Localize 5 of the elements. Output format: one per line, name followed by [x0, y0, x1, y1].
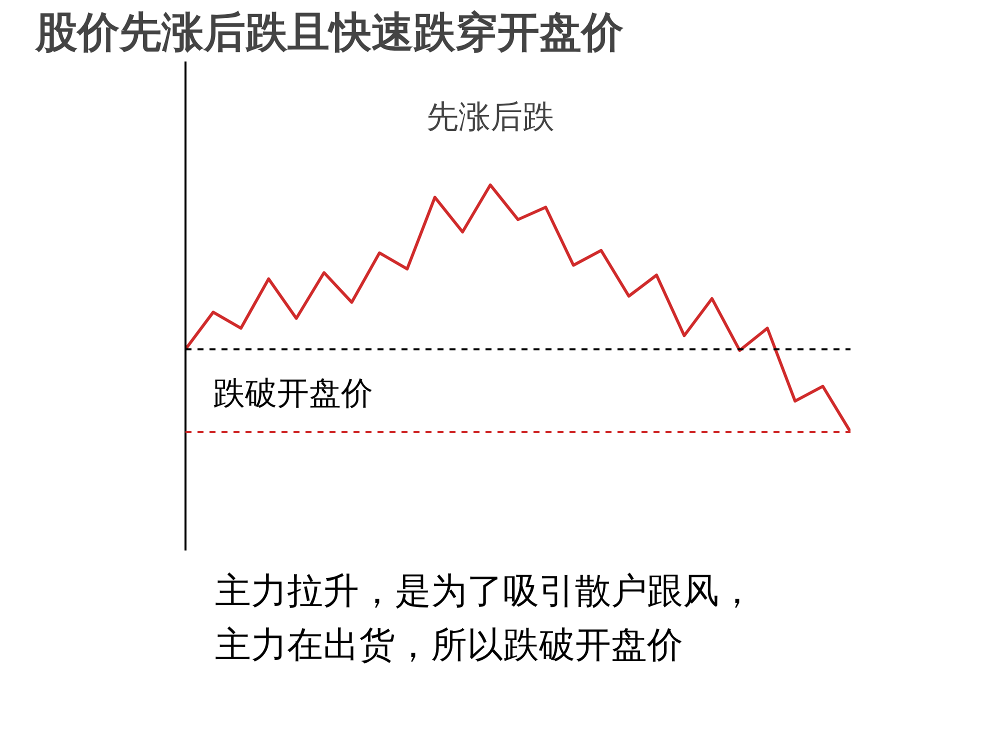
chart-title: 股价先涨后跌且快速跌穿开盘价 — [34, 8, 624, 56]
text: 主力在出货，所以跌破开盘价 — [215, 625, 683, 666]
ref-line-label: 跌破开盘价 — [213, 374, 374, 412]
text: 主力拉升，是为了吸引散户跟风， — [215, 571, 755, 612]
text: 先涨后跌 — [426, 98, 554, 136]
